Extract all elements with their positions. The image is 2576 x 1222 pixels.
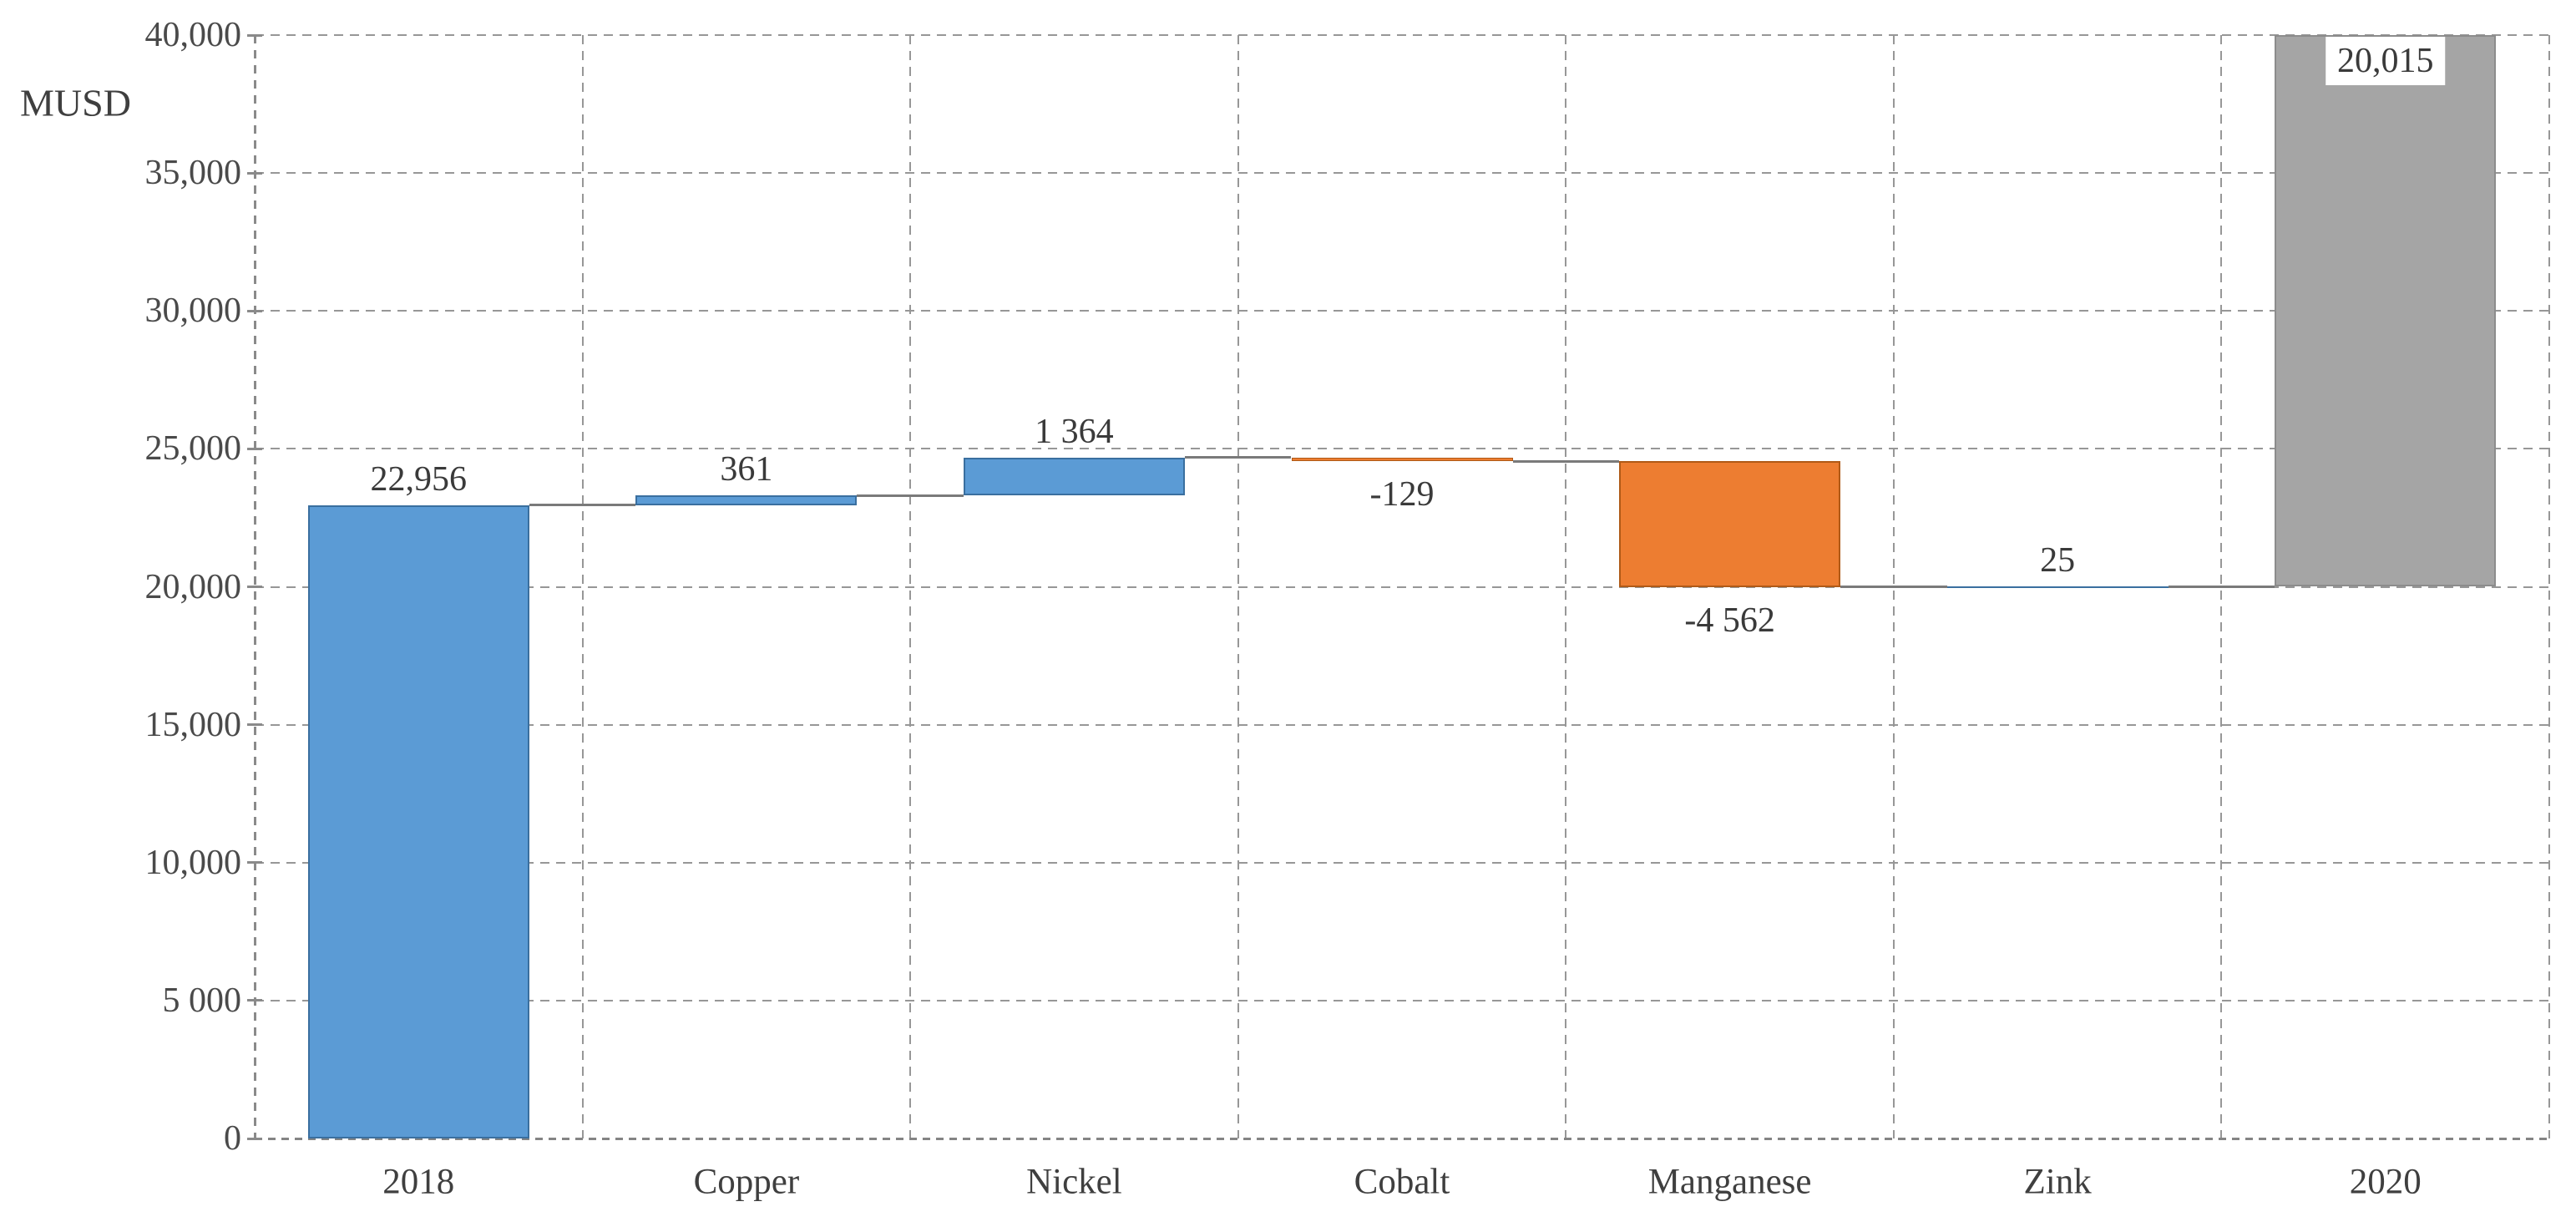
h-gridline (255, 861, 2549, 864)
bar-value-label: -4 562 (1684, 601, 1775, 640)
y-tick-mark (247, 33, 262, 37)
h-gridline (255, 172, 2549, 175)
y-tick-mark (247, 861, 262, 865)
x-tick-label: 2018 (382, 1162, 455, 1202)
y-tick-mark (247, 309, 262, 312)
v-gridline (909, 35, 912, 1138)
h-gridline (255, 448, 2549, 450)
h-gridline (255, 999, 2549, 1001)
bar-nickel (963, 457, 1185, 495)
y-tick-mark (247, 723, 262, 727)
x-tick-label: Copper (693, 1162, 800, 1202)
y-tick-label: 0 (224, 1119, 241, 1158)
y-tick-mark (247, 171, 262, 175)
bar-zink (1946, 586, 2169, 588)
x-tick-label: Cobalt (1354, 1162, 1450, 1202)
bar-2018 (307, 505, 529, 1138)
connector-line (1184, 456, 1292, 459)
h-gridline (255, 586, 2549, 588)
bar-manganese (1619, 461, 1841, 587)
h-gridline (255, 34, 2549, 36)
x-tick-label: Manganese (1647, 1162, 1812, 1202)
bar-2020 (2275, 35, 2497, 586)
bar-cobalt (1291, 457, 1513, 462)
y-tick-mark (247, 999, 262, 1002)
v-gridline (2548, 35, 2550, 1138)
x-tick-label: 2020 (2349, 1162, 2422, 1202)
y-tick-mark (247, 586, 262, 588)
y-axis-title: MUSD (20, 81, 131, 124)
v-gridline (581, 35, 584, 1138)
x-tick-label: Nickel (1026, 1162, 1122, 1202)
v-gridline (1237, 35, 1239, 1138)
x-tick-label: Zink (2023, 1162, 2092, 1202)
y-tick-label: 10,000 (144, 843, 242, 882)
y-tick-label: 15,000 (144, 705, 242, 744)
h-gridline (255, 723, 2549, 726)
y-tick-label: 5 000 (162, 981, 242, 1020)
bar-value-label: 20,015 (2325, 37, 2446, 85)
y-tick-mark (247, 447, 262, 450)
x-axis-line (255, 1138, 2549, 1140)
h-gridline (255, 310, 2549, 312)
v-gridline (1565, 35, 1567, 1138)
connector-line (857, 494, 964, 497)
y-tick-label: 25,000 (144, 429, 242, 469)
connector-line (1512, 459, 1620, 463)
y-tick-label: 30,000 (144, 292, 242, 331)
y-tick-label: 35,000 (144, 154, 242, 193)
connector-line (2168, 585, 2275, 588)
y-tick-label: 20,000 (144, 567, 242, 606)
bar-value-label: 361 (720, 450, 773, 489)
connector-line (1840, 586, 1947, 589)
y-tick-mark (247, 1137, 262, 1140)
bar-value-label: 1 364 (1035, 412, 1114, 451)
bar-value-label: 22,956 (370, 459, 468, 499)
bar-value-label: -129 (1369, 475, 1435, 515)
y-tick-label: 40,000 (144, 16, 242, 54)
bar-copper (635, 495, 858, 505)
connector-line (529, 504, 636, 507)
bar-value-label: 25 (2040, 541, 2076, 580)
